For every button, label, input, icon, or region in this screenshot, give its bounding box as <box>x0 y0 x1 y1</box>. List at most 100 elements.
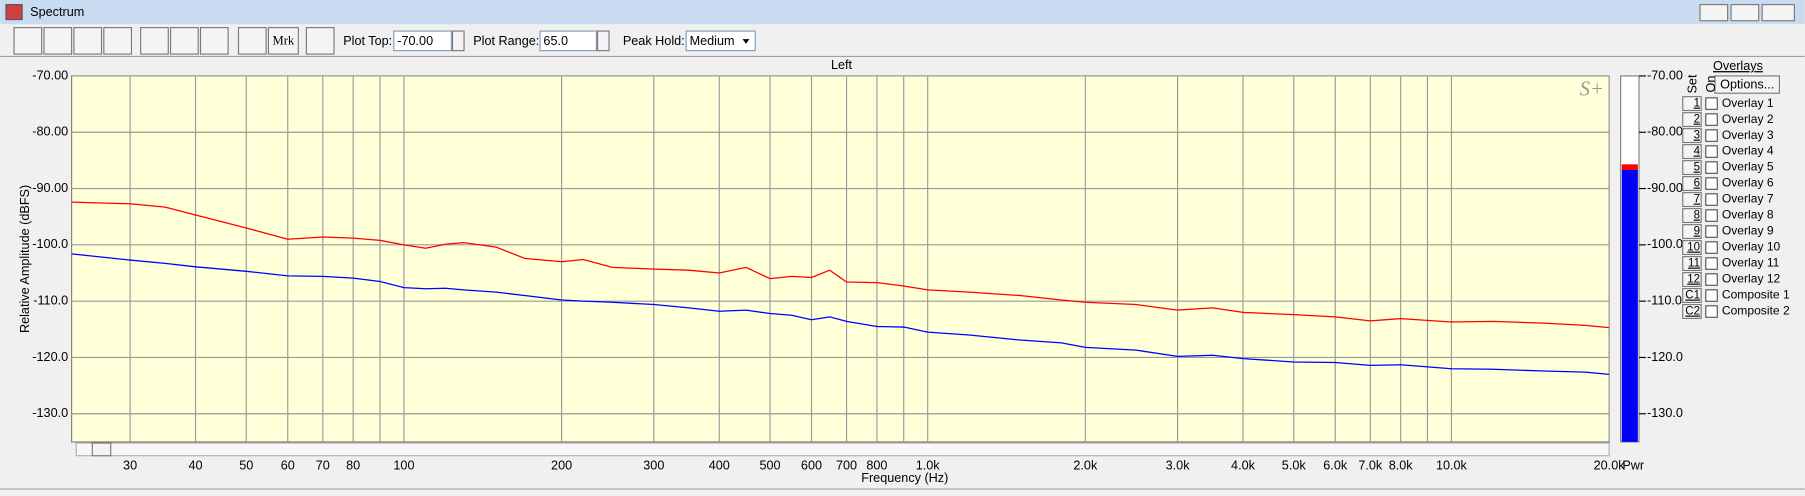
view-button[interactable] <box>199 27 229 55</box>
x-tick-label: 800 <box>866 458 887 472</box>
overlay-name: Overlay 8 <box>1722 208 1774 222</box>
view-button[interactable] <box>140 27 169 55</box>
overlay-checkbox[interactable] <box>1705 209 1718 222</box>
x-tick-label: 50 <box>239 458 253 472</box>
x-tick-label: 40 <box>188 458 202 472</box>
set-button[interactable] <box>1682 272 1702 288</box>
overlay-button[interactable] <box>237 27 267 55</box>
trace-line <box>71 201 1610 329</box>
overlay-list: 1 Overlay 12 Overlay 23 Overlay 34 Overlay 4… <box>1682 96 1790 320</box>
x-tick-label: 600 <box>801 458 822 472</box>
toolbar: Mrk Plot Top: -70.00 Plot Range: 65.0 Pe… <box>13 27 756 55</box>
meter-level <box>1621 169 1638 442</box>
meter-label: Pwr <box>1622 458 1644 472</box>
overlay-checkbox[interactable] <box>1705 305 1718 318</box>
overlay-checkbox[interactable] <box>1705 257 1718 270</box>
watermark: S+ <box>1580 79 1604 101</box>
y-tick-label: -130.0 <box>32 406 68 420</box>
x-tick-label: 20.0k <box>1594 458 1626 472</box>
x-tick-label: 2.0k <box>1073 458 1098 472</box>
on-header: On <box>1704 76 1718 93</box>
x-tick-label: 200 <box>551 458 572 472</box>
set-label: C1 <box>1685 290 1700 302</box>
plot-area <box>71 75 1610 443</box>
tool-button[interactable] <box>43 27 73 55</box>
set-button[interactable] <box>1682 160 1702 176</box>
set-button[interactable] <box>1682 256 1702 272</box>
set-button[interactable] <box>1682 192 1702 208</box>
cursor-button[interactable] <box>305 27 335 55</box>
set-button[interactable] <box>1682 224 1702 240</box>
x-tick-label: 100 <box>393 458 414 472</box>
set-button[interactable] <box>1682 112 1702 128</box>
overlays-title: Overlays <box>1713 59 1763 73</box>
set-button[interactable] <box>1682 240 1702 256</box>
overlay-checkbox[interactable] <box>1705 289 1718 302</box>
overlay-checkbox[interactable] <box>1705 177 1718 190</box>
plot-range-input[interactable] <box>539 30 597 52</box>
meter-tick-label: -90.00 <box>1647 181 1683 195</box>
set-label: 6 <box>1694 178 1700 190</box>
x-tick-label: 300 <box>643 458 664 472</box>
x-tick-label: 4.0k <box>1231 458 1256 472</box>
overlay-checkbox[interactable] <box>1705 225 1718 238</box>
overlay-name: Overlay 6 <box>1722 176 1774 190</box>
overlay-checkbox[interactable] <box>1705 129 1718 142</box>
options-button-label: Options... <box>1720 78 1774 92</box>
x-tick-label: 8.0k <box>1389 458 1414 472</box>
overlay-name: Overlay 9 <box>1722 224 1774 238</box>
y-tick-label: -100.0 <box>32 237 68 251</box>
minimize-button[interactable] <box>1699 4 1729 22</box>
overlay-checkbox[interactable] <box>1705 193 1718 206</box>
plot-top-spinner[interactable] <box>451 30 465 52</box>
set-label: 9 <box>1694 226 1700 238</box>
overlay-checkbox[interactable] <box>1705 97 1718 110</box>
peak-hold-select[interactable] <box>685 30 756 52</box>
plot-top-label: Plot Top: <box>343 34 392 48</box>
set-button[interactable] <box>1682 288 1702 304</box>
scrollbar[interactable] <box>75 442 1610 457</box>
x-tick-label: 80 <box>346 458 360 472</box>
x-tick-label: 1.0k <box>916 458 941 472</box>
set-button[interactable] <box>1682 128 1702 144</box>
set-label: 12 <box>1687 274 1700 286</box>
plot-top-input[interactable] <box>393 30 452 52</box>
grid: -70.00 -80.00 -90.00 -100.0 -110.0 -120.0 -130… <box>32 68 1625 472</box>
app-icon <box>5 4 23 21</box>
set-button[interactable] <box>1682 144 1702 160</box>
overlay-checkbox[interactable] <box>1705 145 1718 158</box>
meter-tick-label: -130.0 <box>1647 406 1683 420</box>
close-button[interactable] <box>1761 4 1795 22</box>
tool-button[interactable] <box>73 27 103 55</box>
scroll-thumb[interactable] <box>91 442 112 457</box>
overlay-checkbox[interactable] <box>1705 273 1718 286</box>
set-button[interactable] <box>1682 176 1702 192</box>
set-button[interactable] <box>1682 96 1702 112</box>
x-tick-label: 500 <box>759 458 780 472</box>
overlay-checkbox[interactable] <box>1705 241 1718 254</box>
marker-button[interactable] <box>267 27 299 55</box>
zoom-button[interactable] <box>13 27 43 55</box>
x-tick-label: 7.0k <box>1358 458 1383 472</box>
set-button[interactable] <box>1682 208 1702 224</box>
set-label: 10 <box>1687 242 1700 254</box>
maximize-button[interactable] <box>1730 4 1760 22</box>
set-header: Set <box>1685 74 1699 93</box>
traces <box>71 201 1610 375</box>
overlay-name: Overlay 7 <box>1722 192 1774 206</box>
overlay-checkbox[interactable] <box>1705 161 1718 174</box>
marker-button-label: Mrk <box>272 33 294 47</box>
y-tick-label: -90.00 <box>32 181 68 195</box>
set-button[interactable] <box>1682 304 1702 320</box>
set-label: 5 <box>1694 162 1700 174</box>
overlay-checkbox[interactable] <box>1705 113 1718 126</box>
set-label: 8 <box>1694 210 1700 222</box>
options-button[interactable] <box>1714 75 1780 94</box>
meter-tick-label: -120.0 <box>1647 350 1683 364</box>
tool-button[interactable] <box>103 27 133 55</box>
meter-tick-label: -110.0 <box>1647 294 1682 308</box>
trace-line <box>71 253 1610 375</box>
plot-range-spinner[interactable] <box>596 30 610 52</box>
window-title: Spectrum <box>30 5 84 19</box>
view-button[interactable] <box>170 27 199 55</box>
